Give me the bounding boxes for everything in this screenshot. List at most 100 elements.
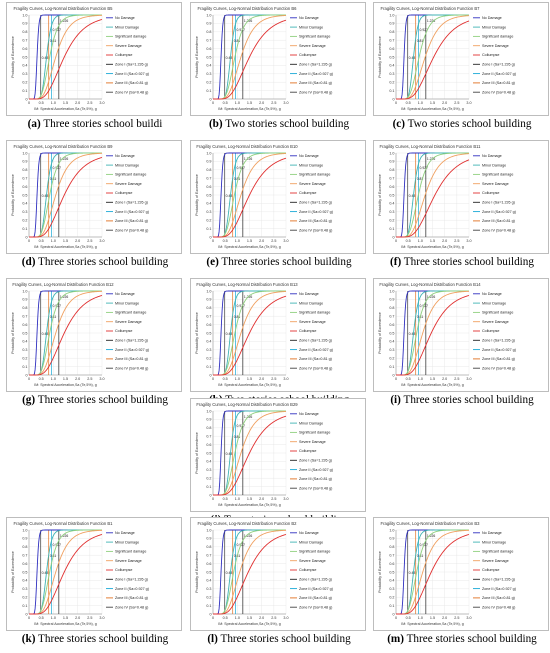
y-tick-label: 0: [209, 612, 211, 616]
curve-severe-damage: [213, 411, 287, 496]
legend-label: Zone III (Sa=0.81 g): [299, 596, 332, 600]
legend: No Damage Minor Damage Significant damage S…: [106, 292, 149, 370]
x-tick-label: 1.0: [51, 239, 56, 243]
panel-letter: (l): [207, 633, 218, 645]
x-tick-label: 1.0: [51, 377, 56, 381]
fragility-chart: Fragility Curves, Log-Normal Distributio…: [195, 282, 333, 387]
legend-label: Severe Damage: [115, 182, 142, 186]
grid: [395, 290, 470, 376]
panel-caption-text: Three stories school building: [38, 256, 169, 268]
legend-label: Collumpse: [482, 191, 499, 195]
curve-severe-damage: [29, 14, 103, 100]
y-tick-label: 0.8: [206, 426, 211, 430]
y-tick-label: 0.3: [22, 348, 27, 352]
y-tick-label: 0.6: [206, 443, 211, 447]
legend-label: Zone II (Sa=0.927 g): [482, 587, 516, 591]
panel-caption: (c) Two stories school building: [367, 118, 550, 130]
x-tick-label: 2.0: [75, 377, 80, 381]
legend-label: No Damage: [299, 154, 319, 158]
fragility-panel: Fragility Curves, Log-Normal Distributio…: [373, 517, 549, 647]
x-tick-label: 2.5: [87, 616, 92, 620]
grid: [212, 529, 287, 615]
curve-significant-damage: [213, 14, 286, 100]
chart-frame: Fragility Curves, Log-Normal Distributio…: [6, 517, 182, 631]
legend-label: Minor Damage: [482, 301, 506, 305]
legend-label: Minor Damage: [482, 163, 506, 167]
zone-value-label: 0.48: [226, 56, 233, 60]
legend-label: Zone I (Sa=1.226 g): [115, 578, 148, 582]
legend-label: Zone I (Sa=1.226 g): [482, 63, 515, 67]
y-tick-label: 0.9: [389, 298, 394, 302]
y-tick-label: 0.7: [206, 39, 211, 43]
panel-caption-text: Three stories school buildi: [43, 118, 163, 130]
y-tick-label: 0.8: [206, 306, 211, 310]
chart-title: Fragility Curves, Log-Normal Distributio…: [198, 6, 298, 11]
legend-label: Zone III (Sa=0.81 g): [299, 81, 332, 85]
y-tick-label: 0.6: [206, 323, 211, 327]
y-tick-label: 0.5: [206, 570, 211, 574]
y-tick-label: 1.0: [389, 13, 394, 17]
legend-label: Zone IV (Sa=0.48 g): [299, 486, 332, 490]
y-tick-label: 0.2: [389, 357, 394, 361]
fragility-chart: Fragility Curves, Log-Normal Distributio…: [378, 6, 516, 111]
fragility-chart: Fragility Curves, Log-Normal Distributio…: [11, 282, 149, 387]
x-tick-label: 0: [212, 101, 214, 105]
zone-value-label: 0.81: [234, 315, 241, 319]
y-tick-label: 0.3: [389, 72, 394, 76]
panel-caption-text: Three stories school building: [403, 256, 534, 268]
legend-label: Collumpse: [115, 329, 132, 333]
x-tick-label: 0: [395, 616, 397, 620]
x-tick-label: 2.5: [271, 377, 276, 381]
zone-value-label: 0.927: [420, 166, 429, 170]
legend: No Damage Minor Damage Significant damage S…: [290, 531, 333, 609]
legend-label: Severe Damage: [482, 182, 509, 186]
x-tick-label: 0.5: [406, 616, 411, 620]
curve-collapse: [29, 534, 103, 615]
panel-caption: (b) Two stories school building: [184, 118, 374, 130]
fragility-chart: Fragility Curves, Log-Normal Distributio…: [195, 521, 333, 626]
x-axis-label: IM: Spectral Acceleration,Sa (Te,5%), g: [401, 383, 464, 387]
grid: [28, 290, 103, 376]
y-tick-label: 0: [392, 612, 394, 616]
x-tick-label: 3.0: [466, 239, 471, 243]
legend: No Damage Minor Damage Significant damage S…: [290, 292, 333, 370]
legend-label: Minor Damage: [115, 163, 139, 167]
y-tick-label: 1.0: [206, 289, 211, 293]
y-axis-label: Probability of Exceedence: [195, 551, 199, 593]
legend-label: Zone III (Sa=0.81 g): [115, 357, 148, 361]
y-tick-label: 0: [209, 235, 211, 239]
y-tick-label: 0.9: [389, 22, 394, 26]
legend-label: Zone IV (Sa=0.48 g): [482, 605, 515, 609]
y-tick-label: 0.8: [22, 30, 27, 34]
curve-significant-damage: [29, 290, 102, 376]
legend-label: Minor Damage: [299, 421, 323, 425]
y-tick-label: 0.9: [206, 418, 211, 422]
panel-caption: (f) Three stories school building: [367, 256, 550, 268]
fragility-chart: Fragility Curves, Log-Normal Distributio…: [378, 282, 516, 387]
panel-caption-text: Three stories school building: [221, 256, 352, 268]
curve-collapse: [29, 19, 103, 100]
legend-label: Collumpse: [482, 568, 499, 572]
legend-label: Zone I (Sa=1.226 g): [115, 201, 148, 205]
y-tick-label: 0.6: [389, 185, 394, 189]
x-tick-label: 0: [395, 377, 397, 381]
legend-label: Collumpse: [482, 53, 499, 57]
panel-caption: (l) Three stories school building: [184, 633, 374, 645]
zone-value-label: 0.48: [226, 194, 233, 198]
x-tick-label: 2.5: [454, 377, 459, 381]
y-tick-label: 0.4: [389, 64, 394, 68]
legend-label: Zone II (Sa=0.927 g): [115, 210, 149, 214]
y-tick-label: 0.5: [22, 55, 27, 59]
chart-title: Fragility Curves, Log-Normal Distributio…: [381, 521, 481, 526]
legend-label: Minor Damage: [115, 301, 139, 305]
x-axis-label: IM: Spectral Acceleration,Sa (Te,5%), g: [218, 245, 281, 249]
chart-frame: Fragility Curves, Log-Normal Distributio…: [190, 278, 366, 392]
x-tick-label: 0: [212, 497, 214, 501]
y-tick-label: 0.9: [22, 298, 27, 302]
x-tick-label: 0.5: [39, 616, 44, 620]
zone-value-label: 0.48: [42, 571, 49, 575]
legend-label: No Damage: [482, 292, 502, 296]
panel-caption: (d) Three stories school building: [0, 256, 190, 268]
y-tick-label: 0.6: [22, 47, 27, 51]
zone-value-label: 0.48: [226, 452, 233, 456]
